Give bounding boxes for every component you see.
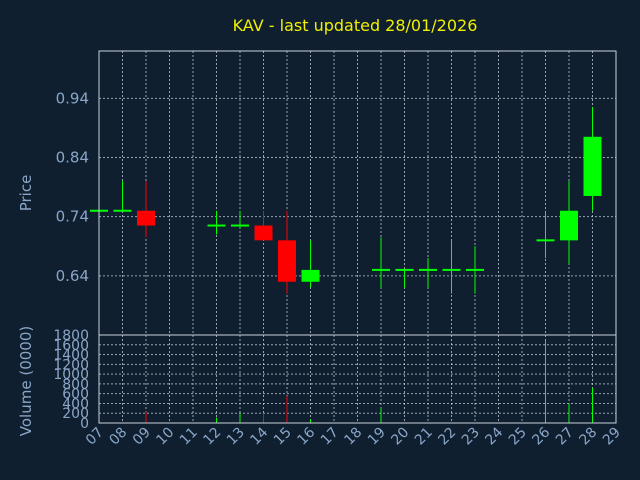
price-tick-label: 0.64 <box>56 267 89 285</box>
candle-body-up <box>231 224 249 227</box>
x-axis-label: Day <box>333 459 361 475</box>
candle-body-up <box>466 268 484 271</box>
volume-tick-label: 1400 <box>53 348 89 364</box>
candles-layer <box>90 107 602 294</box>
candle-body-up <box>536 239 555 242</box>
price-axis-label: Price <box>17 175 35 212</box>
volume-tick-label: 0 <box>80 416 89 432</box>
volume-tick-label: 200 <box>62 406 89 422</box>
volume-tick-label: 400 <box>62 396 89 412</box>
volume-tick-label: 1600 <box>53 338 89 354</box>
price-tick-label: 0.84 <box>56 149 89 167</box>
volume-axis-label: Volume (0000) <box>17 326 35 436</box>
candle-body-up <box>301 269 320 282</box>
price-axis-ticks: 0.64 0.74 0.84 0.94 <box>56 89 89 285</box>
price-tick-label: 0.94 <box>56 89 89 107</box>
candle-body-up <box>372 268 390 271</box>
volume-tick-label: 600 <box>62 387 89 403</box>
volume-tick-label: 800 <box>62 377 89 393</box>
candle-body-down <box>278 240 296 282</box>
volume-tick-label: 1000 <box>53 367 89 383</box>
volume-bars-layer <box>145 339 593 423</box>
candle-body-down <box>137 210 155 226</box>
candle-body-down <box>254 225 273 241</box>
candle-body-up <box>583 136 602 196</box>
candle-body-up <box>207 224 226 227</box>
volume-tick-label: 1200 <box>53 357 89 373</box>
candle-body-up <box>442 268 461 271</box>
candle-body-up <box>419 268 437 271</box>
x-axis-ticks: 07 08 09 10 11 12 13 14 15 16 17 18 19 20 21 22 23 24 25 26… <box>83 424 624 448</box>
volume-panel-frame <box>98 334 617 424</box>
candle-body-up <box>560 210 578 241</box>
candle-body-up <box>395 268 414 271</box>
price-tick-label: 0.74 <box>56 208 89 226</box>
candle-body-up <box>113 209 132 212</box>
chart-title: KAV - last updated 28/01/2026 <box>233 16 478 35</box>
volume-tick-label: 1800 <box>53 328 89 344</box>
